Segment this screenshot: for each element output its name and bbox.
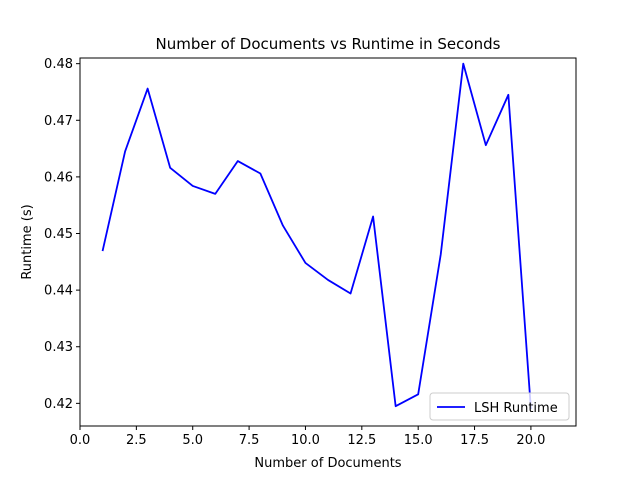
plot-frame bbox=[79, 57, 577, 427]
x-tick-label: 12.5 bbox=[347, 433, 376, 448]
x-tick-label: 20.0 bbox=[516, 433, 545, 448]
y-axis-ticks: 0.42 0.43 0.44 0.45 0.46 0.47 0.48 bbox=[44, 57, 80, 412]
y-tick-label: 0.45 bbox=[44, 227, 73, 242]
y-tick-label: 0.48 bbox=[44, 57, 73, 72]
chart-title: Number of Documents vs Runtime in Second… bbox=[156, 35, 501, 53]
x-tick-label: 7.5 bbox=[239, 433, 260, 448]
y-axis-label: Runtime (s) bbox=[20, 204, 35, 279]
x-axis-label: Number of Documents bbox=[254, 456, 401, 471]
x-tick-label: 10.0 bbox=[291, 433, 320, 448]
series-line-lsh-runtime bbox=[101, 62, 532, 410]
y-tick-label: 0.43 bbox=[44, 340, 73, 355]
x-tick-label: 5.0 bbox=[182, 433, 203, 448]
x-tick-label: 17.5 bbox=[460, 433, 489, 448]
legend: LSH Runtime bbox=[429, 392, 570, 421]
y-tick-label: 0.46 bbox=[44, 170, 73, 185]
legend-box bbox=[429, 392, 570, 421]
x-tick-label: 15.0 bbox=[404, 433, 433, 448]
x-tick-label: 2.5 bbox=[126, 433, 147, 448]
x-axis-ticks: 0.0 2.5 5.0 7.5 10.0 12.5 15.0 17.5 20.0 bbox=[70, 426, 545, 448]
x-tick-label: 0.0 bbox=[70, 433, 91, 448]
y-tick-label: 0.47 bbox=[44, 114, 73, 129]
y-tick-label: 0.44 bbox=[44, 284, 73, 299]
legend-label: LSH Runtime bbox=[474, 401, 558, 416]
y-tick-label: 0.42 bbox=[44, 397, 73, 412]
